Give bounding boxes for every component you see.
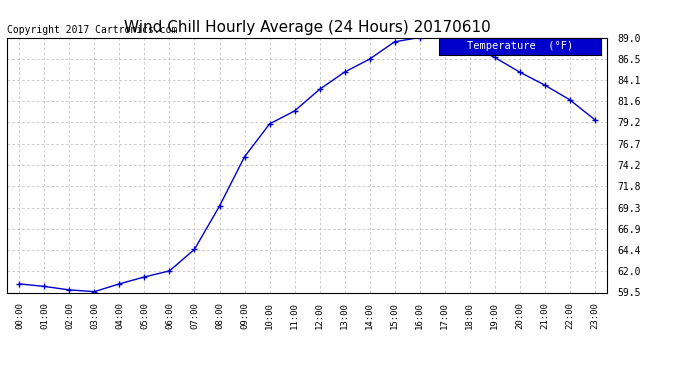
Text: Copyright 2017 Cartronics.com: Copyright 2017 Cartronics.com [7, 25, 177, 35]
Title: Wind Chill Hourly Average (24 Hours) 20170610: Wind Chill Hourly Average (24 Hours) 201… [124, 20, 491, 35]
